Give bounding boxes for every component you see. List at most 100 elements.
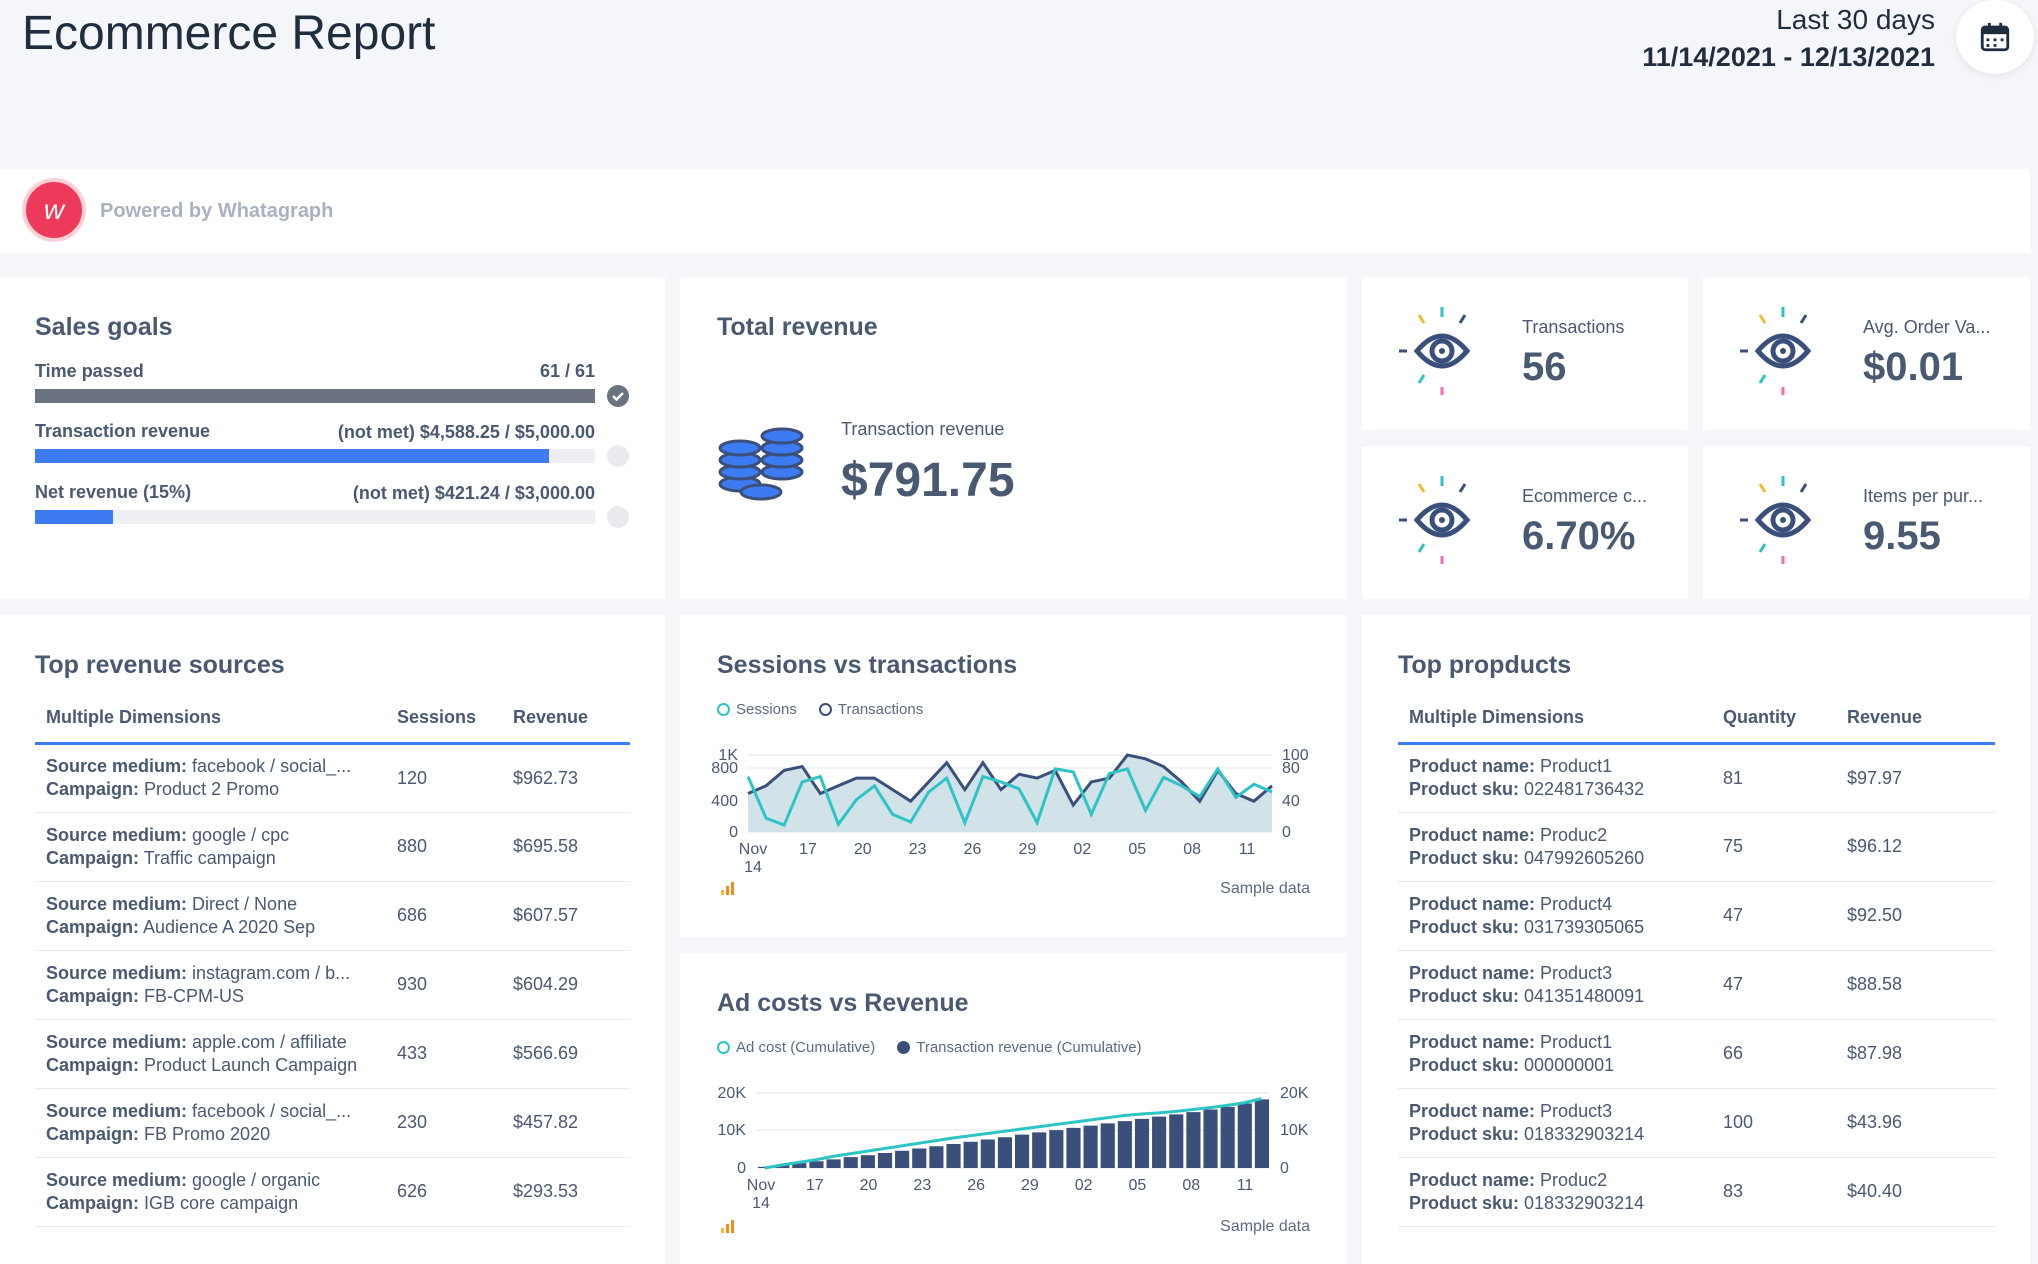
- table-row[interactable]: Source medium: google / organic Campaign:…: [35, 1157, 630, 1227]
- sample-data-label: Sample data: [1220, 1218, 1310, 1235]
- dimension-key: Product name:: [1409, 1031, 1536, 1052]
- revenue-bar: [912, 1148, 927, 1168]
- product-sku: 022481736432: [1524, 779, 1645, 799]
- table-row[interactable]: Source medium: Direct / None Campaign: Au…: [35, 881, 630, 951]
- revenue-bar: [895, 1150, 910, 1168]
- revenue-bar: [1117, 1121, 1132, 1168]
- revenue-cell: $92.50: [1836, 881, 1995, 951]
- sessions-cell: 626: [386, 1157, 502, 1227]
- x-tick-label: 05: [1129, 1177, 1147, 1194]
- quantity-cell: 47: [1712, 881, 1836, 951]
- top-products-card: Top propducts Multiple Dimensions Quanti…: [1362, 615, 2030, 1264]
- dimension-key: Product sku:: [1409, 985, 1520, 1006]
- quantity-cell: 66: [1712, 1019, 1836, 1089]
- total-revenue-value: $791.75: [841, 454, 1015, 507]
- table-row[interactable]: Product name: Product3 Product sku: 01833…: [1398, 1088, 1995, 1158]
- source-medium: facebook / social_...: [192, 1100, 352, 1121]
- eye-icon: [1399, 307, 1471, 395]
- product-sku: 031739305065: [1524, 916, 1645, 937]
- dimension-key: Source medium:: [46, 1169, 188, 1190]
- y-tick-label-left: 0: [737, 1160, 746, 1177]
- revenue-bar: [963, 1141, 978, 1168]
- sessions-cell: 120: [386, 743, 502, 813]
- table-row[interactable]: Product name: Product4 Product sku: 03173…: [1398, 881, 1995, 951]
- table-header-row: Multiple Dimensions Quantity Revenue: [1398, 693, 1995, 745]
- date-range[interactable]: 11/14/2021 - 12/13/2021: [1642, 42, 1935, 72]
- product-name: Produc2: [1540, 824, 1608, 845]
- table-row[interactable]: Product name: Produc2 Product sku: 047992…: [1398, 812, 1995, 882]
- dimension-key: Source medium:: [46, 756, 188, 776]
- column-header[interactable]: Revenue: [502, 693, 630, 745]
- dimension-key: Product sku:: [1409, 916, 1520, 937]
- revenue-cell: $97.97: [1836, 743, 1995, 813]
- whatagraph-logo[interactable]: w: [22, 178, 86, 242]
- table-row[interactable]: Product name: Product3 Product sku: 04135…: [1398, 950, 1995, 1020]
- revenue-cell: $88.58: [1836, 950, 1995, 1020]
- revenue-cell: $962.73: [502, 743, 630, 813]
- dimension-key: Product sku:: [1409, 1054, 1520, 1075]
- kpi-label: Avg. Order Va...: [1863, 317, 1991, 337]
- campaign: Product 2 Promo: [144, 779, 280, 799]
- table-row[interactable]: Product name: Product1 Product sku: 02248…: [1398, 743, 1995, 813]
- x-tick-label: 08: [1182, 1177, 1200, 1194]
- sessions-cell: 930: [386, 950, 502, 1020]
- revenue-bar: [1169, 1114, 1184, 1168]
- x-tick-label: 05: [1128, 841, 1146, 858]
- ad-costs-chart-title: Ad costs vs Revenue: [717, 989, 969, 1017]
- table-row[interactable]: Product name: Product1 Product sku: 00000…: [1398, 1019, 1995, 1089]
- dimension-cell: Product name: Product3 Product sku: 01833…: [1398, 1088, 1712, 1158]
- revenue-bar: [775, 1165, 790, 1168]
- dimension-key: Product name:: [1409, 893, 1536, 914]
- revenue-cell: $566.69: [502, 1019, 630, 1089]
- column-header[interactable]: Revenue: [1836, 693, 1995, 745]
- logo-letter: w: [43, 194, 65, 225]
- revenue-bar: [860, 1155, 875, 1168]
- table-row[interactable]: Source medium: instagram.com / b... Campa…: [35, 950, 630, 1020]
- table-row[interactable]: Source medium: google / cpc Campaign: Tra…: [35, 812, 630, 882]
- y-tick-label-right: 100: [1282, 747, 1309, 764]
- revenue-bar: [1066, 1127, 1081, 1168]
- x-tick-label: 29: [1019, 841, 1037, 858]
- x-tick-label: 23: [913, 1177, 931, 1194]
- top-products-table: Multiple Dimensions Quantity Revenue Pro…: [1398, 693, 1995, 1227]
- calendar-button[interactable]: [1956, 0, 2034, 74]
- column-header[interactable]: Multiple Dimensions: [35, 693, 386, 745]
- x-tick-label: 29: [1021, 1177, 1039, 1194]
- goal-status-dot: [607, 506, 629, 528]
- total-revenue-title: Total revenue: [717, 313, 878, 341]
- goal-label-transaction: Transaction revenue: [35, 421, 211, 441]
- legend-label[interactable]: Ad cost (Cumulative): [736, 1039, 876, 1056]
- goal-fill-net: [35, 510, 114, 524]
- dimension-cell: Product name: Product1 Product sku: 02248…: [1398, 743, 1712, 813]
- product-name: Product1: [1540, 756, 1613, 776]
- table-row[interactable]: Source medium: facebook / social_... Camp…: [35, 743, 630, 813]
- sessions-chart-title: Sessions vs transactions: [717, 651, 1018, 679]
- top-revenue-sources-title: Top revenue sources: [35, 651, 285, 679]
- goal-status-dot: [607, 445, 629, 467]
- product-sku: 018332903214: [1524, 1192, 1645, 1213]
- source-medium: instagram.com / b...: [192, 962, 351, 983]
- table-header-row: Multiple Dimensions Sessions Revenue: [35, 693, 630, 745]
- legend-label[interactable]: Sessions: [736, 701, 797, 718]
- kpi-label: Transactions: [1522, 317, 1625, 337]
- table-row[interactable]: Product name: Produc2 Product sku: 018332…: [1398, 1157, 1995, 1227]
- dimension-key: Source medium:: [46, 1031, 188, 1052]
- revenue-bar: [1100, 1123, 1115, 1168]
- column-header[interactable]: Multiple Dimensions: [1398, 693, 1712, 745]
- dimension-key: Product sku:: [1409, 779, 1520, 799]
- product-sku: 000000001: [1524, 1054, 1615, 1075]
- legend-label[interactable]: Transactions: [837, 701, 924, 718]
- dimension-cell: Source medium: facebook / social_... Camp…: [35, 743, 386, 813]
- x-tick-label: 17: [806, 1177, 824, 1194]
- page-title: Ecommerce Report: [22, 7, 436, 60]
- table-row[interactable]: Source medium: facebook / social_... Camp…: [35, 1088, 630, 1158]
- column-header[interactable]: Sessions: [386, 693, 502, 745]
- legend-label[interactable]: Transaction revenue (Cumulative): [916, 1039, 1142, 1056]
- revenue-bar: [809, 1161, 824, 1168]
- column-header[interactable]: Quantity: [1712, 693, 1836, 745]
- kpi-value: 6.70%: [1522, 514, 1636, 558]
- table-row[interactable]: Source medium: apple.com / affiliate Camp…: [35, 1019, 630, 1089]
- quantity-cell: 81: [1712, 743, 1836, 813]
